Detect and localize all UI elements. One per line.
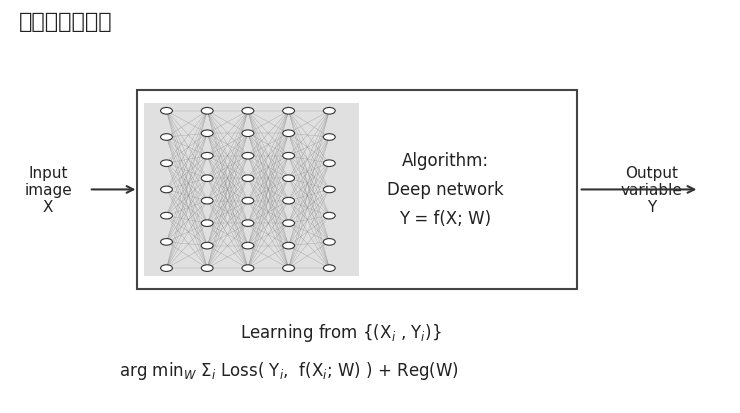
Bar [144,103,359,277]
Circle shape [242,153,254,160]
Text: Y = f(X; W): Y = f(X; W) [399,210,491,228]
Circle shape [242,243,254,249]
Circle shape [323,134,335,141]
Circle shape [323,187,335,193]
Text: arg min$_W$ $\Sigma_i$ Loss( Y$_i$,  f(X$_i$; W) ) + Reg(W): arg min$_W$ $\Sigma_i$ Loss( Y$_i$, f(X$… [118,358,459,381]
Text: Deep network: Deep network [387,181,503,199]
Circle shape [283,220,295,227]
Circle shape [161,134,172,141]
Circle shape [201,243,213,249]
Circle shape [323,213,335,219]
Circle shape [323,239,335,246]
Circle shape [283,153,295,160]
Circle shape [323,161,335,167]
Circle shape [161,265,172,272]
Circle shape [201,198,213,204]
Circle shape [161,213,172,219]
Circle shape [201,220,213,227]
Circle shape [161,108,172,115]
Circle shape [323,108,335,115]
Circle shape [161,161,172,167]
Circle shape [201,108,213,115]
Circle shape [323,265,335,272]
Circle shape [201,153,213,160]
Circle shape [283,265,295,272]
Circle shape [283,243,295,249]
Circle shape [283,131,295,137]
Circle shape [161,239,172,246]
Circle shape [201,131,213,137]
Circle shape [242,220,254,227]
Circle shape [161,187,172,193]
Circle shape [201,176,213,182]
Circle shape [283,176,295,182]
Circle shape [242,131,254,137]
Circle shape [283,198,295,204]
Text: 深度学习自动化: 深度学习自动化 [18,12,112,32]
Circle shape [283,108,295,115]
Bar [137,91,577,289]
Circle shape [242,176,254,182]
Circle shape [242,198,254,204]
Text: Output
variable
Y: Output variable Y [620,165,682,215]
Text: Input
image
X: Input image X [24,165,72,215]
Circle shape [242,265,254,272]
Circle shape [201,265,213,272]
Circle shape [242,108,254,115]
Text: Algorithm:: Algorithm: [402,152,488,170]
Text: Learning from {(X$_i$ , Y$_i$)}: Learning from {(X$_i$ , Y$_i$)} [240,321,441,344]
